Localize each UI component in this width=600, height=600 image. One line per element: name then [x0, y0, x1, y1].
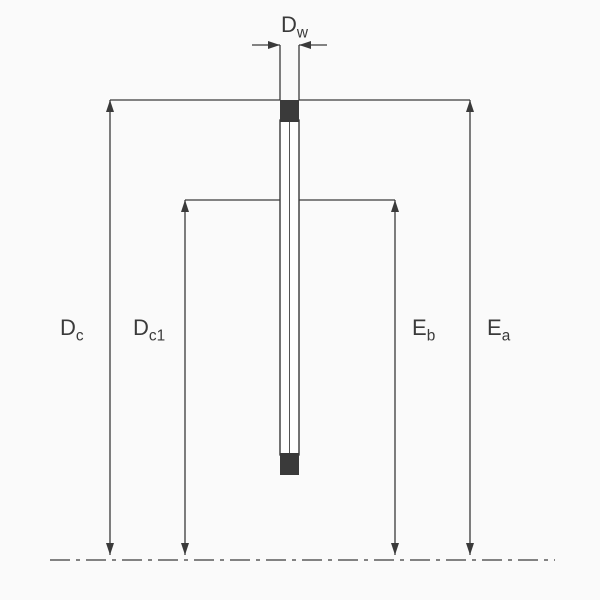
- diagram-svg: [0, 0, 600, 600]
- label-Dw: Dw: [281, 12, 308, 42]
- label-Dc1: Dc1: [133, 315, 165, 345]
- label-Ea: Ea: [487, 315, 510, 345]
- label-Eb: Eb: [412, 315, 435, 345]
- label-Dc: Dc: [60, 315, 84, 345]
